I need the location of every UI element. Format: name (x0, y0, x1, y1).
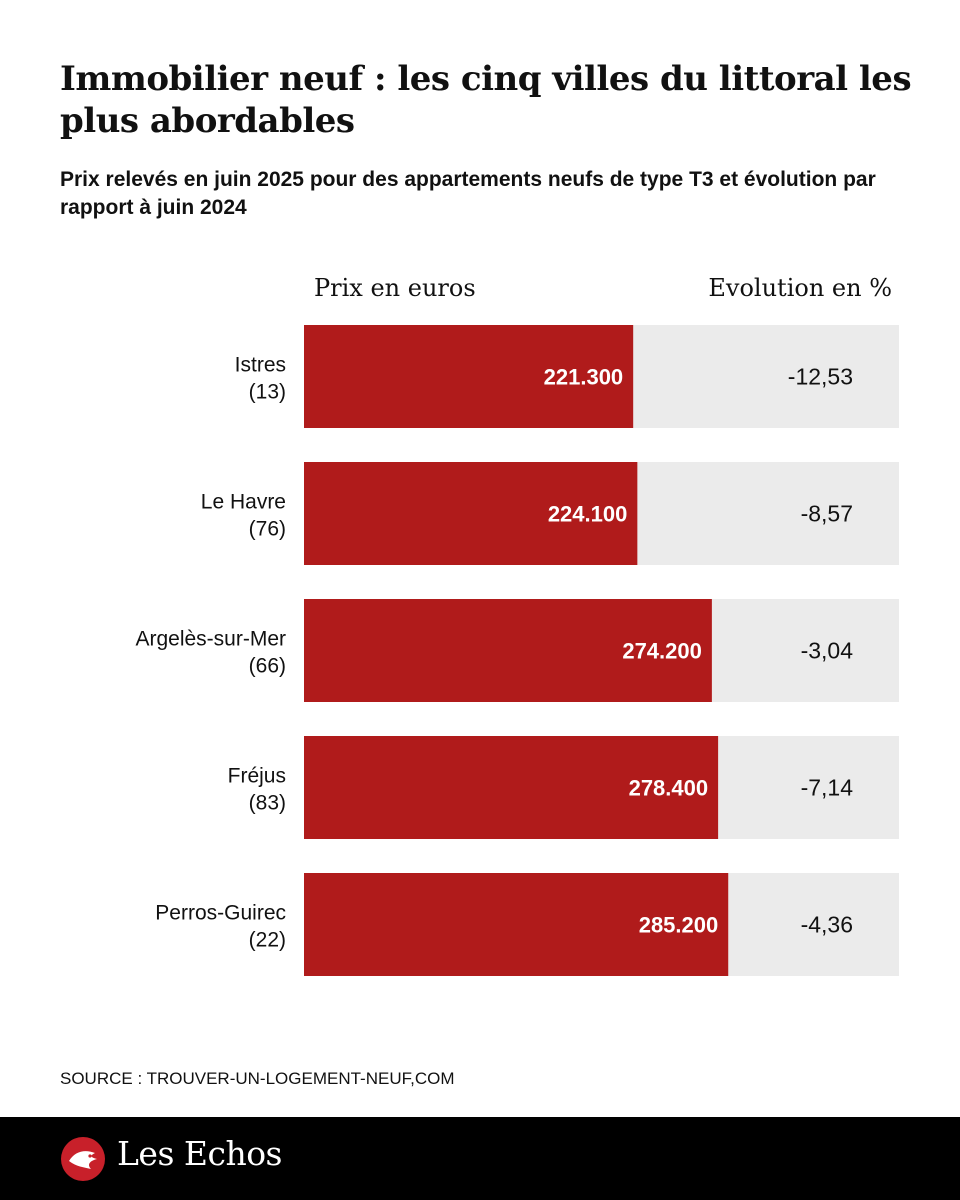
price-bar (304, 736, 719, 839)
evolution-label: -8,57 (801, 501, 853, 527)
price-label: 224.100 (548, 502, 628, 527)
evolution-column-header: Evolution en % (708, 274, 892, 302)
price-label: 285.200 (639, 913, 719, 938)
price-bar (304, 873, 729, 976)
city-label: Le Havre (201, 491, 286, 514)
les-echos-logo-icon (61, 1137, 105, 1181)
bar-row: 278.400 -7,14 Fréjus (83) (228, 736, 899, 839)
price-bar (304, 599, 712, 702)
evolution-label: -12,53 (788, 364, 853, 390)
price-column-header: Prix en euros (314, 274, 476, 302)
bar-row: 221.300 -12,53 Istres (13) (235, 325, 899, 428)
chart-title: Immobilier neuf : les cinq villes du lit… (60, 59, 912, 141)
bar-row: 274.200 -3,04 Argelès-sur-Mer (66) (135, 599, 899, 702)
department-label: (66) (249, 655, 286, 678)
chart-subtitle: Prix relevés en juin 2025 pour des appar… (60, 168, 876, 219)
price-label: 274.200 (622, 639, 702, 664)
city-label: Perros-Guirec (155, 902, 286, 925)
city-label: Fréjus (228, 765, 286, 788)
city-label: Istres (235, 354, 286, 377)
bar-row: 224.100 -8,57 Le Havre (76) (201, 462, 899, 565)
bar-chart: 221.300 -12,53 Istres (13) 224.100 -8,57 Le Ha… (135, 325, 899, 976)
department-label: (13) (249, 381, 286, 404)
evolution-label: -3,04 (801, 638, 854, 664)
evolution-label: -7,14 (801, 775, 854, 801)
department-label: (22) (249, 929, 286, 952)
source-note: SOURCE : TROUVER-UN-LOGEMENT-NEUF,COM (60, 1069, 455, 1088)
price-bar (304, 462, 638, 565)
price-label: 278.400 (629, 776, 709, 801)
department-label: (76) (249, 518, 286, 541)
price-label: 221.300 (544, 365, 624, 390)
evolution-label: -4,36 (801, 912, 853, 938)
footer-bar: Les Echos (0, 1117, 960, 1200)
department-label: (83) (249, 792, 286, 815)
brand-name: Les Echos (117, 1134, 283, 1173)
bar-row: 285.200 -4,36 Perros-Guirec (22) (155, 873, 899, 976)
city-label: Argelès-sur-Mer (135, 628, 286, 651)
price-bar (304, 325, 634, 428)
